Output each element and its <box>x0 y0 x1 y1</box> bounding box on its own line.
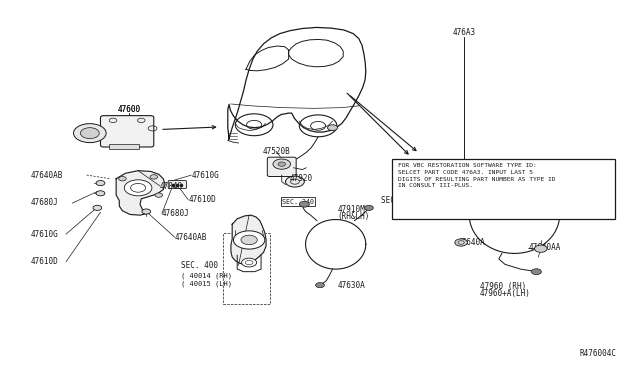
Text: 47920: 47920 <box>290 174 313 183</box>
Text: 47680J: 47680J <box>162 209 189 218</box>
Text: 47610D: 47610D <box>188 195 216 204</box>
Circle shape <box>81 128 99 139</box>
Text: 47640AB: 47640AB <box>30 171 63 180</box>
FancyBboxPatch shape <box>100 116 154 147</box>
Text: 47610D: 47610D <box>30 257 58 266</box>
Text: 47640AA: 47640AA <box>528 244 561 253</box>
Circle shape <box>118 177 126 181</box>
Text: 47900MA(LH): 47900MA(LH) <box>502 171 553 181</box>
Text: (RH&LH): (RH&LH) <box>337 212 370 221</box>
Text: FOR VBC RESTORATION SOFTWARE TYPE ID:
SELCET PART CODE 476A3. INPUT LAST 5
DIGIT: FOR VBC RESTORATION SOFTWARE TYPE ID: SE… <box>398 163 556 189</box>
Bar <box>223 233 270 304</box>
Text: 47610G: 47610G <box>30 230 58 238</box>
Text: 47840: 47840 <box>160 182 183 190</box>
Text: SEC. 400: SEC. 400 <box>180 261 218 270</box>
Text: R476004C: R476004C <box>579 349 616 358</box>
Circle shape <box>531 269 541 275</box>
FancyBboxPatch shape <box>109 144 139 149</box>
Circle shape <box>534 245 547 252</box>
Text: 47640A: 47640A <box>458 238 486 247</box>
Circle shape <box>273 159 291 169</box>
Text: ( 40014 (RH): ( 40014 (RH) <box>180 272 232 279</box>
Circle shape <box>285 176 305 187</box>
Text: 47630A: 47630A <box>337 280 365 290</box>
Circle shape <box>74 124 106 142</box>
Text: 47600: 47600 <box>117 105 140 114</box>
Text: SEC. 240: SEC. 240 <box>406 198 438 203</box>
Polygon shape <box>116 171 165 215</box>
FancyBboxPatch shape <box>168 180 186 189</box>
Text: 47610G: 47610G <box>191 171 219 180</box>
Bar <box>392 159 615 219</box>
Circle shape <box>124 180 152 196</box>
Circle shape <box>423 182 433 188</box>
Circle shape <box>241 235 257 245</box>
Circle shape <box>96 180 105 186</box>
Circle shape <box>328 125 337 131</box>
FancyBboxPatch shape <box>268 157 296 177</box>
Circle shape <box>399 198 406 203</box>
Text: 47600: 47600 <box>117 105 140 114</box>
Circle shape <box>242 258 257 267</box>
Text: 47520B: 47520B <box>262 147 290 156</box>
Circle shape <box>365 205 373 211</box>
Circle shape <box>234 231 265 249</box>
Circle shape <box>316 283 324 288</box>
Circle shape <box>93 205 102 211</box>
Text: ( 40015 (LH): ( 40015 (LH) <box>180 280 232 287</box>
Circle shape <box>455 239 467 246</box>
Circle shape <box>150 175 157 179</box>
Text: 47960 (RH): 47960 (RH) <box>480 282 526 291</box>
Polygon shape <box>231 215 266 264</box>
Text: 47910M: 47910M <box>337 205 365 214</box>
Text: 476A3: 476A3 <box>452 28 476 37</box>
Circle shape <box>155 193 163 197</box>
Text: 47640AB: 47640AB <box>175 232 207 241</box>
Text: 47900M(RH): 47900M(RH) <box>502 165 548 174</box>
Circle shape <box>142 209 150 214</box>
Text: 47680J: 47680J <box>30 198 58 207</box>
Circle shape <box>96 191 105 196</box>
Text: SEC. 240: SEC. 240 <box>381 196 419 205</box>
Text: 47960+A(LH): 47960+A(LH) <box>480 289 531 298</box>
Circle shape <box>278 162 285 166</box>
Text: SEC. 240: SEC. 240 <box>282 199 314 205</box>
Circle shape <box>300 201 309 207</box>
